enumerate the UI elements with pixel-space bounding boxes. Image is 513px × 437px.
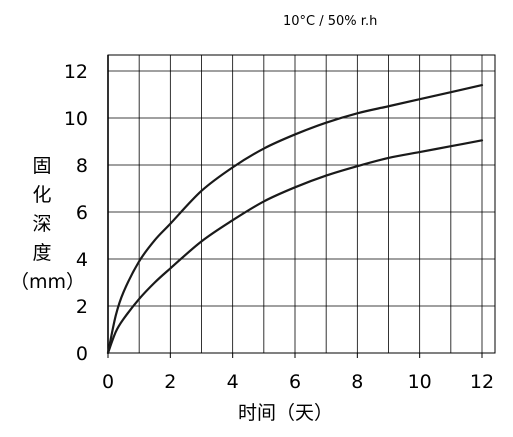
series-line-2 (106, 139, 484, 355)
tick-labels: 0 2 4 6 8 10 12 0 2 4 6 8 10 12 (64, 61, 494, 393)
y-axis-label: 固 化 深 度 （mm） (10, 155, 86, 293)
x-tick-label: 6 (289, 371, 301, 393)
x-tick-label: 10 (408, 371, 432, 393)
x-tick-label: 8 (351, 371, 363, 393)
x-tick-label: 2 (164, 371, 176, 393)
x-tick-label: 12 (470, 371, 494, 393)
x-axis-label: 时间（天） (238, 402, 334, 424)
y-tick-label: 8 (76, 155, 88, 177)
series-line-1 (106, 84, 484, 355)
y-tick-label: 12 (64, 61, 88, 83)
grid (107, 54, 496, 358)
x-tick-label: 4 (227, 371, 239, 393)
y-tick-label: 6 (76, 202, 88, 224)
y-tick-label: 0 (76, 343, 88, 365)
series-lines (106, 84, 484, 355)
y-tick-label: 10 (64, 108, 88, 130)
chart-subtitle: 10°C / 50% r.h (283, 14, 378, 29)
x-tick-label: 0 (102, 371, 114, 393)
y-tick-label: 2 (76, 296, 88, 318)
plot-frame (107, 54, 496, 354)
y-tick-label: 4 (76, 249, 88, 271)
